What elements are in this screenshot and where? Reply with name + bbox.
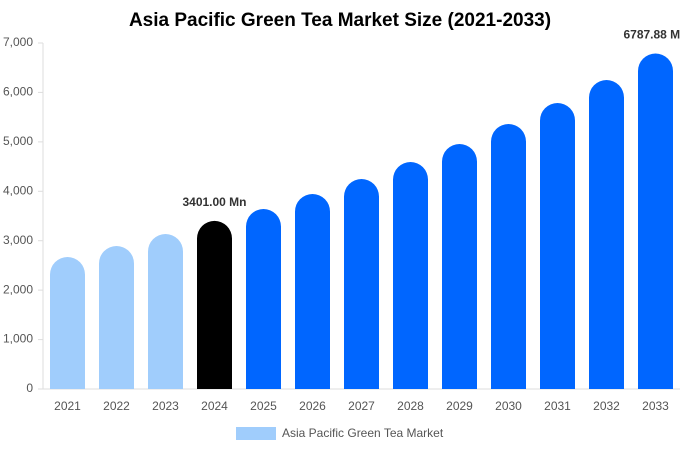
y-tick-label: 2,000: [3, 282, 33, 296]
x-tick-label: 2027: [348, 399, 375, 413]
y-tick-label: 4,000: [3, 183, 33, 197]
y-tick-label: 3,000: [3, 233, 33, 247]
x-tick-label: 2022: [103, 399, 130, 413]
x-tick-label: 2031: [544, 399, 571, 413]
x-tick-label: 2030: [495, 399, 522, 413]
bar: [638, 53, 673, 389]
legend-swatch: [236, 427, 276, 440]
y-tick-label: 7,000: [3, 35, 33, 49]
y-tick-label: 1,000: [3, 332, 33, 346]
bar: [491, 124, 526, 390]
x-tick-label: 2023: [152, 399, 179, 413]
bar: [50, 257, 85, 389]
bar: [344, 179, 379, 389]
bar: [442, 144, 477, 389]
x-tick-label: 2026: [299, 399, 326, 413]
bar: [540, 103, 575, 389]
x-tick-label: 2029: [446, 399, 473, 413]
y-tick-label: 0: [26, 381, 33, 395]
x-tick-label: 2024: [201, 399, 228, 413]
bar: [246, 209, 281, 389]
value-label: 6787.88 Mn: [623, 28, 680, 42]
bar: [589, 80, 624, 389]
y-tick-label: 5,000: [3, 134, 33, 148]
x-tick-label: 2025: [250, 399, 277, 413]
x-tick-label: 2033: [642, 399, 669, 413]
value-label: 3401.00 Mn: [182, 195, 246, 209]
x-tick-label: 2028: [397, 399, 424, 413]
legend-label: Asia Pacific Green Tea Market: [282, 426, 444, 440]
x-tick-label: 2021: [54, 399, 81, 413]
y-tick-label: 6,000: [3, 85, 33, 99]
bar: [295, 194, 330, 389]
bar: [197, 220, 232, 389]
x-tick-label: 2032: [593, 399, 620, 413]
bar: [148, 233, 183, 389]
bar: [393, 162, 428, 389]
bar: [99, 246, 134, 389]
chart-title: Asia Pacific Green Tea Market Size (2021…: [129, 10, 551, 31]
